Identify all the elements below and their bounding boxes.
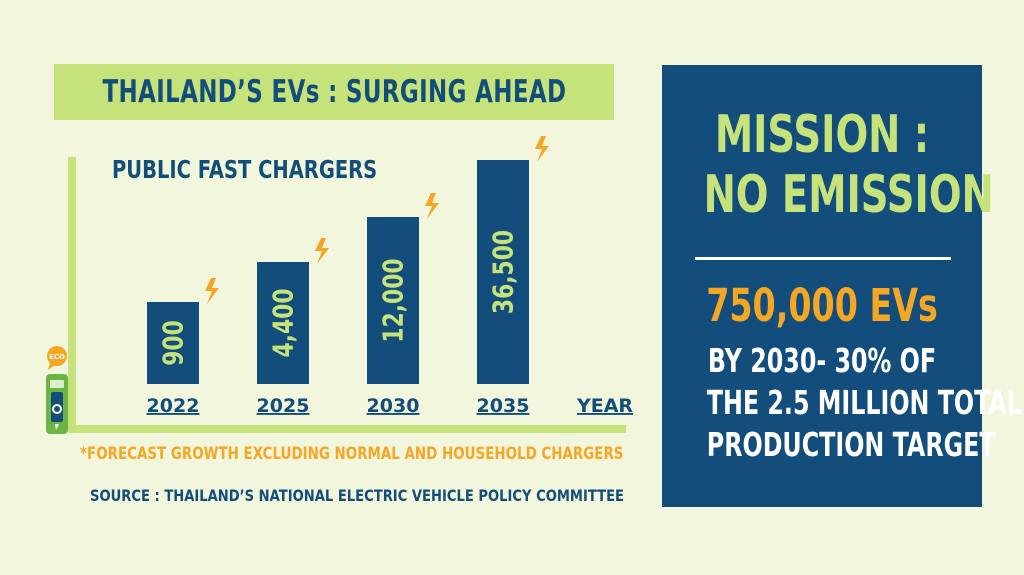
mission-divider: [695, 257, 951, 260]
x-tick-label-2035: 2035: [477, 395, 530, 417]
mission-heading-line1: MISSION :: [714, 105, 930, 165]
ev-target-figure: 750,000 EVs: [706, 279, 938, 332]
bar-2025: [257, 262, 309, 384]
footnote: *FORECAST GROWTH EXCLUDING NORMAL AND HO…: [80, 444, 624, 464]
mission-detail-line2: THE 2.5 MILLION TOTAL: [706, 383, 1023, 422]
x-tick-label-2025: 2025: [257, 395, 310, 417]
ev-charger-icon: [46, 374, 68, 434]
mission-detail-line3: PRODUCTION TARGET: [706, 425, 996, 464]
bars-layer: 900 2022 4,400 2025 12,000 2030 36,500 2035: [147, 136, 549, 417]
lightning-bolt-icon: [535, 136, 549, 162]
title-banner: THAILAND’S EVs : SURGING AHEAD: [54, 64, 614, 120]
mission-detail-line1: BY 2030- 30% OF: [707, 341, 937, 380]
mission-detail: BY 2030- 30% OF THE 2.5 MILLION TOTAL PR…: [706, 340, 1023, 466]
lightning-bolt-icon: [315, 238, 329, 264]
bar-2030: [367, 217, 419, 384]
eco-badge-icon: ECO: [47, 346, 67, 370]
eco-label: ECO: [49, 353, 65, 361]
page-title: THAILAND’S EVs : SURGING AHEAD: [102, 74, 566, 110]
source-credit: SOURCE : THAILAND’S NATIONAL ELECTRIC VE…: [90, 486, 624, 505]
lightning-bolt-icon: [425, 193, 439, 219]
bar-2022: [147, 302, 199, 384]
x-tick-label-2022: 2022: [147, 395, 200, 417]
x-axis: [68, 425, 626, 433]
bar-value-label-2022: 900: [157, 320, 189, 366]
x-axis-label: YEAR: [576, 395, 633, 417]
mission-heading: MISSION : NO EMISSION: [703, 105, 994, 225]
bar-value-label-2025: 4,400: [267, 288, 299, 357]
mission-panel: MISSION : NO EMISSION 750,000 EVs BY 203…: [662, 65, 1023, 507]
bar-value-label-2035: 36,500: [487, 230, 519, 314]
lightning-bolt-icon: [205, 278, 219, 304]
bar-value-label-2030: 12,000: [377, 258, 409, 342]
x-tick-label-2030: 2030: [367, 395, 420, 417]
chart-title: PUBLIC FAST CHARGERS: [112, 155, 378, 184]
y-axis: [68, 157, 76, 433]
mission-heading-line2: NO EMISSION: [703, 165, 994, 225]
bar-2035: [477, 160, 529, 384]
